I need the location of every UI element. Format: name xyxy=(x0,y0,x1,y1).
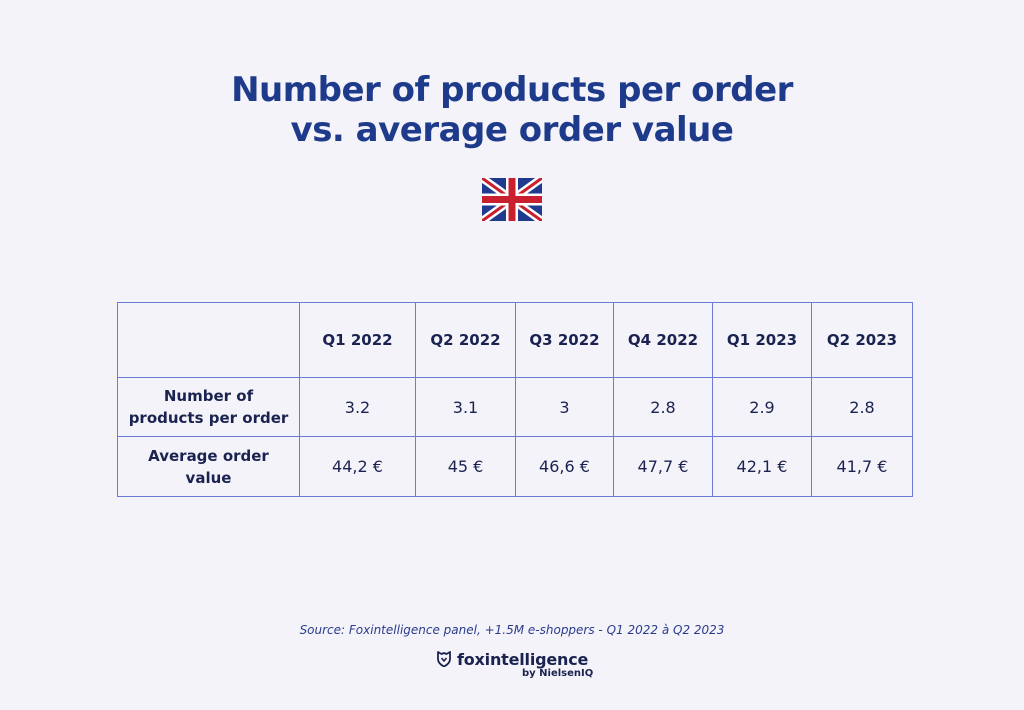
table-cell: 41,7 € xyxy=(811,436,913,497)
brand-name: foxintelligence xyxy=(457,649,589,669)
table-header-cell: Q2 2022 xyxy=(415,302,516,378)
title-line-2: vs. average order value xyxy=(290,110,734,150)
brand-logo: foxintelligence xyxy=(437,647,588,671)
data-table: Q1 2022 Q2 2022 Q3 2022 Q4 2022 Q1 2023 … xyxy=(117,302,913,497)
title-line-1: Number of products per order xyxy=(231,70,793,110)
table-header-cell: Q3 2022 xyxy=(515,302,614,378)
table-cell: 3 xyxy=(515,377,614,437)
fox-shield-icon xyxy=(437,651,451,667)
table-cell: 47,7 € xyxy=(613,436,713,497)
table-cell: 44,2 € xyxy=(299,436,416,497)
uk-flag-icon xyxy=(482,178,542,221)
row-label: Average order value xyxy=(117,436,300,497)
page-title: Number of products per order vs. average… xyxy=(0,70,1024,150)
table-header-cell: Q4 2022 xyxy=(613,302,713,378)
table-cell: 2.8 xyxy=(613,377,713,437)
table-header-cell-empty xyxy=(117,302,300,378)
table-cell: 2.8 xyxy=(811,377,913,437)
brand-subtitle: by NielsenIQ xyxy=(522,668,594,679)
table-cell: 2.9 xyxy=(712,377,812,437)
table-cell: 45 € xyxy=(415,436,516,497)
table-cell: 46,6 € xyxy=(515,436,614,497)
row-label: Number of products per order xyxy=(117,377,300,437)
table-cell: 3.1 xyxy=(415,377,516,437)
table-row: Average order value 44,2 € 45 € 46,6 € 4… xyxy=(117,436,913,497)
table-cell: 42,1 € xyxy=(712,436,812,497)
source-note: Source: Foxintelligence panel, +1.5M e-s… xyxy=(299,623,725,637)
table-cell: 3.2 xyxy=(299,377,416,437)
table-header-row: Q1 2022 Q2 2022 Q3 2022 Q4 2022 Q1 2023 … xyxy=(117,302,913,378)
table-header-cell: Q2 2023 xyxy=(811,302,913,378)
table-row: Number of products per order 3.2 3.1 3 2… xyxy=(117,377,913,437)
table-header-cell: Q1 2022 xyxy=(299,302,416,378)
table-header-cell: Q1 2023 xyxy=(712,302,812,378)
